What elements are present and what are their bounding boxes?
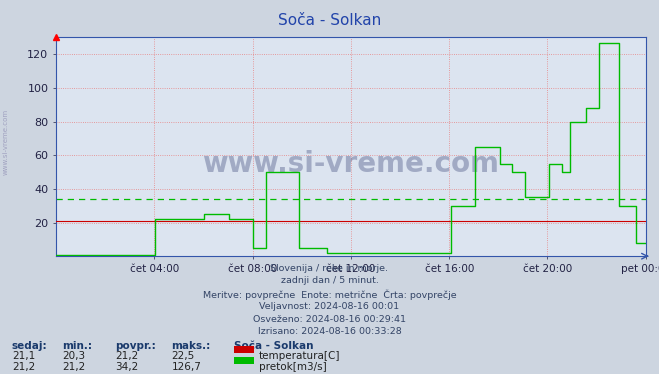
Text: povpr.:: povpr.: <box>115 341 156 351</box>
Text: Izrisano: 2024-08-16 00:33:28: Izrisano: 2024-08-16 00:33:28 <box>258 327 401 336</box>
Text: 126,7: 126,7 <box>171 362 201 372</box>
Text: Meritve: povprečne  Enote: metrične  Črta: povprečje: Meritve: povprečne Enote: metrične Črta:… <box>203 289 456 300</box>
Text: www.si-vreme.com: www.si-vreme.com <box>202 150 500 178</box>
Text: 21,2: 21,2 <box>12 362 35 372</box>
Text: 21,1: 21,1 <box>12 351 35 361</box>
Text: Soča - Solkan: Soča - Solkan <box>234 341 314 351</box>
Text: Veljavnost: 2024-08-16 00:01: Veljavnost: 2024-08-16 00:01 <box>260 302 399 311</box>
Text: 21,2: 21,2 <box>63 362 86 372</box>
Text: Slovenija / reke in morje.: Slovenija / reke in morje. <box>270 264 389 273</box>
Text: www.si-vreme.com: www.si-vreme.com <box>2 109 9 175</box>
Text: min.:: min.: <box>63 341 93 351</box>
Text: 20,3: 20,3 <box>63 351 86 361</box>
Text: zadnji dan / 5 minut.: zadnji dan / 5 minut. <box>281 276 378 285</box>
Text: pretok[m3/s]: pretok[m3/s] <box>259 362 327 372</box>
Text: Soča - Solkan: Soča - Solkan <box>278 13 381 28</box>
Text: 34,2: 34,2 <box>115 362 138 372</box>
Text: 22,5: 22,5 <box>171 351 194 361</box>
Text: sedaj:: sedaj: <box>12 341 47 351</box>
Text: temperatura[C]: temperatura[C] <box>259 351 341 361</box>
Text: maks.:: maks.: <box>171 341 211 351</box>
Text: 21,2: 21,2 <box>115 351 138 361</box>
Text: Osveženo: 2024-08-16 00:29:41: Osveženo: 2024-08-16 00:29:41 <box>253 315 406 324</box>
